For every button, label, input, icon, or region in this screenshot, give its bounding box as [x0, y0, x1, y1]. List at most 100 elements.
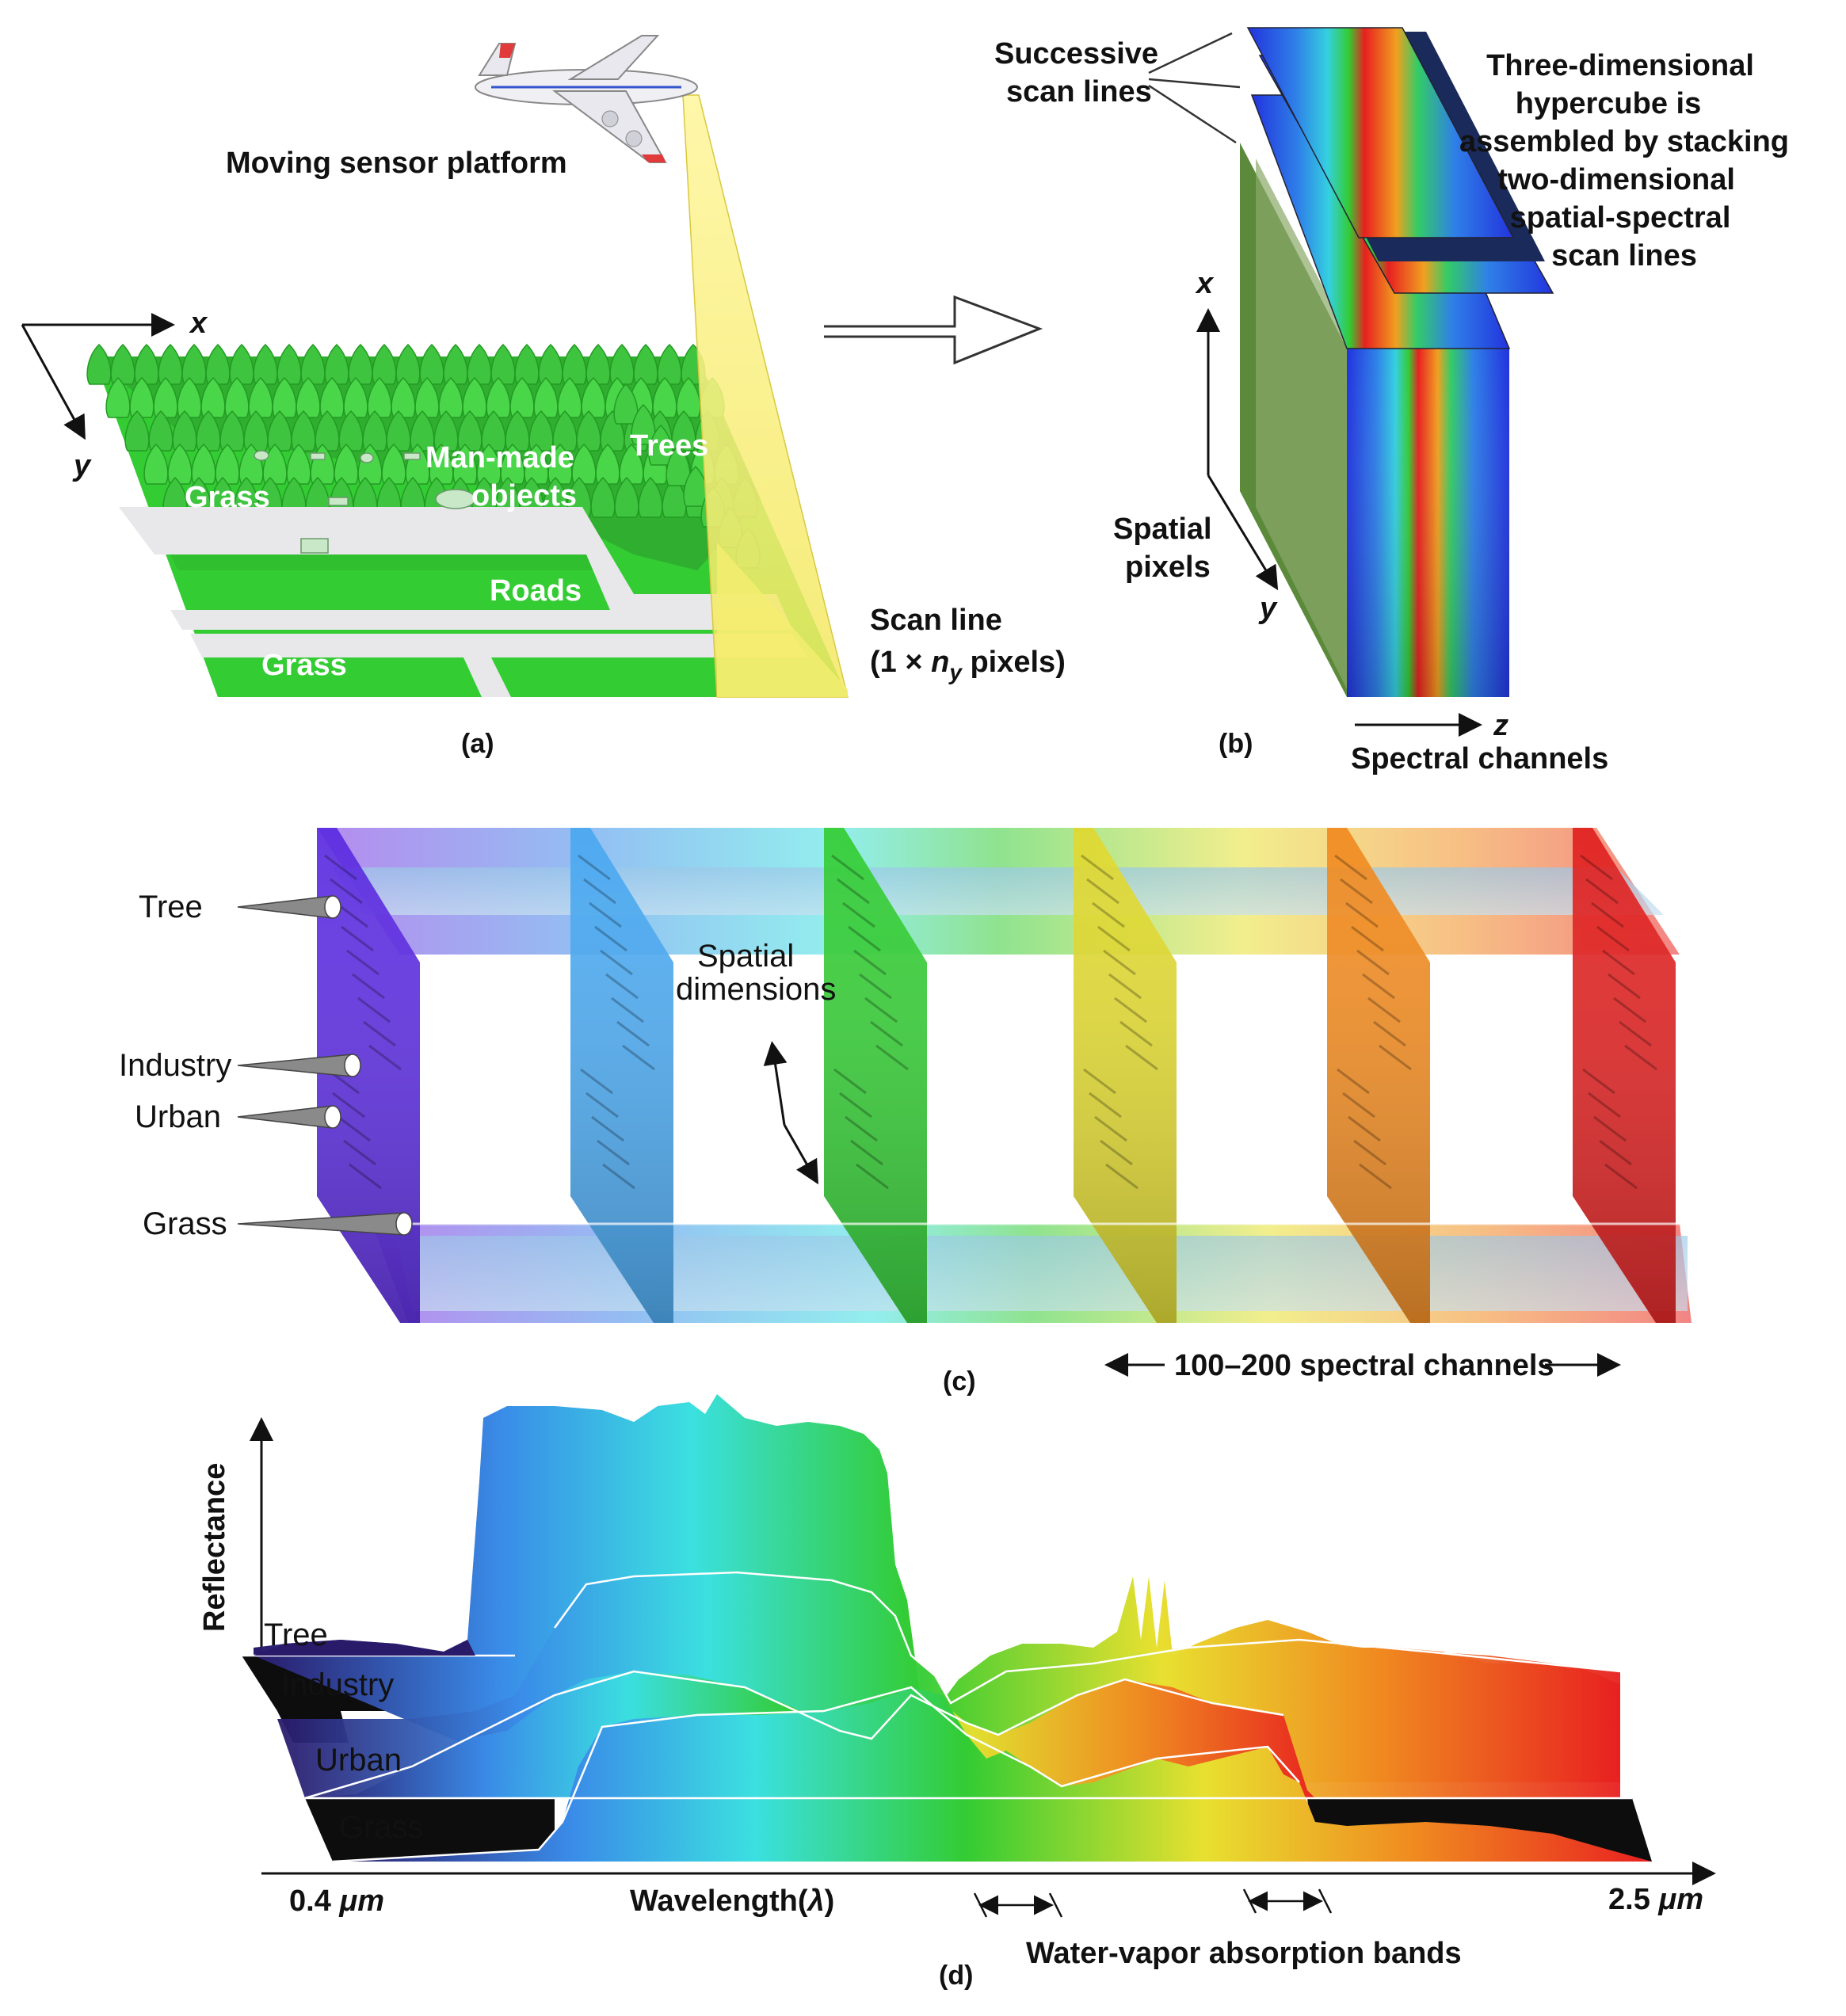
tree-icon — [124, 410, 150, 452]
tree-icon — [86, 343, 112, 385]
scan-line-strip — [717, 543, 848, 697]
grass-spectrum — [333, 1687, 1652, 1862]
water-vapor-band-markers — [973, 1888, 1333, 1918]
successive-scan-lines-label-1: Successive — [994, 37, 1158, 71]
scan-line-size-label: (1 × ny pixels) — [870, 646, 1066, 684]
tree-icon — [590, 476, 616, 518]
hypercube-description-line: hypercube is — [1516, 87, 1701, 120]
probe-label-grass: Grass — [143, 1206, 227, 1241]
tree-icon — [683, 465, 708, 507]
man-made-label-line1: Man-made — [425, 441, 574, 474]
tree-icon — [205, 343, 231, 385]
probe-label-tree: Tree — [139, 890, 203, 924]
spectral-channel-count-label: 100–200 spectral channels — [1174, 1349, 1554, 1382]
water-vapor-label: Water-vapor absorption bands — [1026, 1937, 1462, 1970]
tree-icon — [562, 343, 587, 385]
road-network — [119, 507, 792, 630]
spectral-channels-label: Spectral channels — [1351, 742, 1608, 776]
grass-top-label: Grass — [185, 481, 270, 514]
scan-line-layer-1 — [1246, 27, 1515, 238]
panel-b-caption: (b) — [1219, 729, 1253, 759]
scan-line-stack — [1246, 27, 1554, 349]
probe-label-urban: Urban — [135, 1099, 221, 1134]
man-made-objects — [254, 450, 476, 554]
man-made-label-line2: objects — [471, 479, 577, 513]
spatial-dimensions-label-1: Spatial — [697, 939, 794, 974]
panel-a-y-axis-label: y — [72, 449, 92, 482]
panel-d-caption: (d) — [939, 1961, 973, 1991]
hypercube-description-line: two-dimensional — [1497, 163, 1735, 196]
tree-icon — [631, 403, 656, 445]
panel-c-caption: (c) — [943, 1366, 976, 1397]
panel-b-y-axis-label: y — [1258, 592, 1278, 625]
series-label-grass: Grass — [339, 1810, 424, 1845]
successive-scan-lines-label-2: scan lines — [1006, 75, 1152, 109]
spatial-pixels-label-1: Spatial — [1113, 513, 1212, 546]
tree-icon — [143, 443, 169, 485]
spatial-dimensions-label-2: dimensions — [676, 972, 836, 1007]
spectral-slices — [317, 828, 1680, 1323]
tree-icon — [538, 343, 563, 385]
road-lower — [190, 634, 808, 697]
panel-b-x-axis-label: x — [1195, 267, 1215, 300]
tree-icon — [110, 343, 135, 385]
hypercube-description-line: spatial-spectral — [1510, 201, 1731, 234]
hypercube-description: Three-dimensional hypercube is assembled b… — [1459, 49, 1789, 272]
probe-cone-icon — [237, 1054, 353, 1077]
tree-icon — [648, 424, 673, 466]
wavelength-axis-label: Wavelength(λ) — [630, 1885, 834, 1918]
series-label-industry: Industry — [281, 1667, 394, 1702]
tree-icon — [638, 476, 663, 518]
tree-icon — [229, 343, 254, 385]
panel-a-axes: x y — [21, 307, 208, 482]
tree-icon — [443, 343, 468, 385]
probe-label-industry: Industry — [119, 1048, 231, 1083]
tree-icon — [666, 444, 691, 486]
tree-icon — [253, 343, 278, 385]
panel-b-z-axis-label: z — [1493, 709, 1508, 742]
moving-sensor-platform-label: Moving sensor platform — [226, 147, 567, 180]
panel-a-x-axis-label: x — [189, 307, 208, 340]
tree-icon — [609, 343, 635, 385]
x-axis-end-label: 2.5 μm — [1608, 1883, 1703, 1916]
tree-icon — [585, 343, 611, 385]
scan-line-label: Scan line — [870, 604, 1002, 637]
tree-icon — [277, 343, 302, 385]
panel-a-caption: (a) — [461, 729, 494, 759]
series-label-urban: Urban — [315, 1743, 402, 1778]
hypercube-description-line: scan lines — [1551, 239, 1697, 272]
probe-cone-icon — [237, 1212, 405, 1236]
tree-icon — [633, 343, 658, 385]
panel-b: Successive scan lines Three-dimensional h… — [994, 27, 1789, 776]
spatial-pixels-label-2: pixels — [1125, 551, 1211, 584]
hypercube-description-line: Three-dimensional — [1486, 49, 1754, 82]
reflectance-axis-label: Reflectance — [198, 1463, 231, 1632]
tree-icon — [348, 343, 373, 385]
pixel-probes: Tree Industry Urban Grass — [119, 890, 413, 1241]
tree-icon — [324, 343, 349, 385]
x-axis-start-label: 0.4 μm — [289, 1885, 384, 1918]
tree-icon — [134, 343, 159, 385]
tree-icon — [181, 343, 207, 385]
panel-c: Tree Industry Urban Grass Spatial dimension… — [119, 828, 1692, 1397]
tree-icon — [419, 343, 444, 385]
probe-cone-icon — [237, 1105, 334, 1129]
tree-icon — [662, 476, 687, 518]
hypercube-description-line: assembled by stacking — [1459, 125, 1789, 158]
series-label-tree: Tree — [264, 1618, 328, 1652]
tree-icon — [613, 383, 639, 425]
panel-a: x y — [21, 35, 1066, 759]
tree-icon — [300, 343, 326, 385]
roads-label: Roads — [490, 574, 582, 608]
tree-icon — [657, 343, 682, 385]
tree-icon — [105, 376, 131, 418]
tree-icon — [395, 343, 421, 385]
tree-icon — [158, 343, 183, 385]
trees-label: Trees — [630, 429, 708, 463]
panel-d: Reflectance Tree Industry Urban Grass — [198, 1394, 1716, 1991]
tree-icon — [490, 343, 516, 385]
probe-cone-icon — [237, 895, 334, 919]
tree-icon — [514, 343, 540, 385]
airplane-icon — [475, 35, 698, 163]
